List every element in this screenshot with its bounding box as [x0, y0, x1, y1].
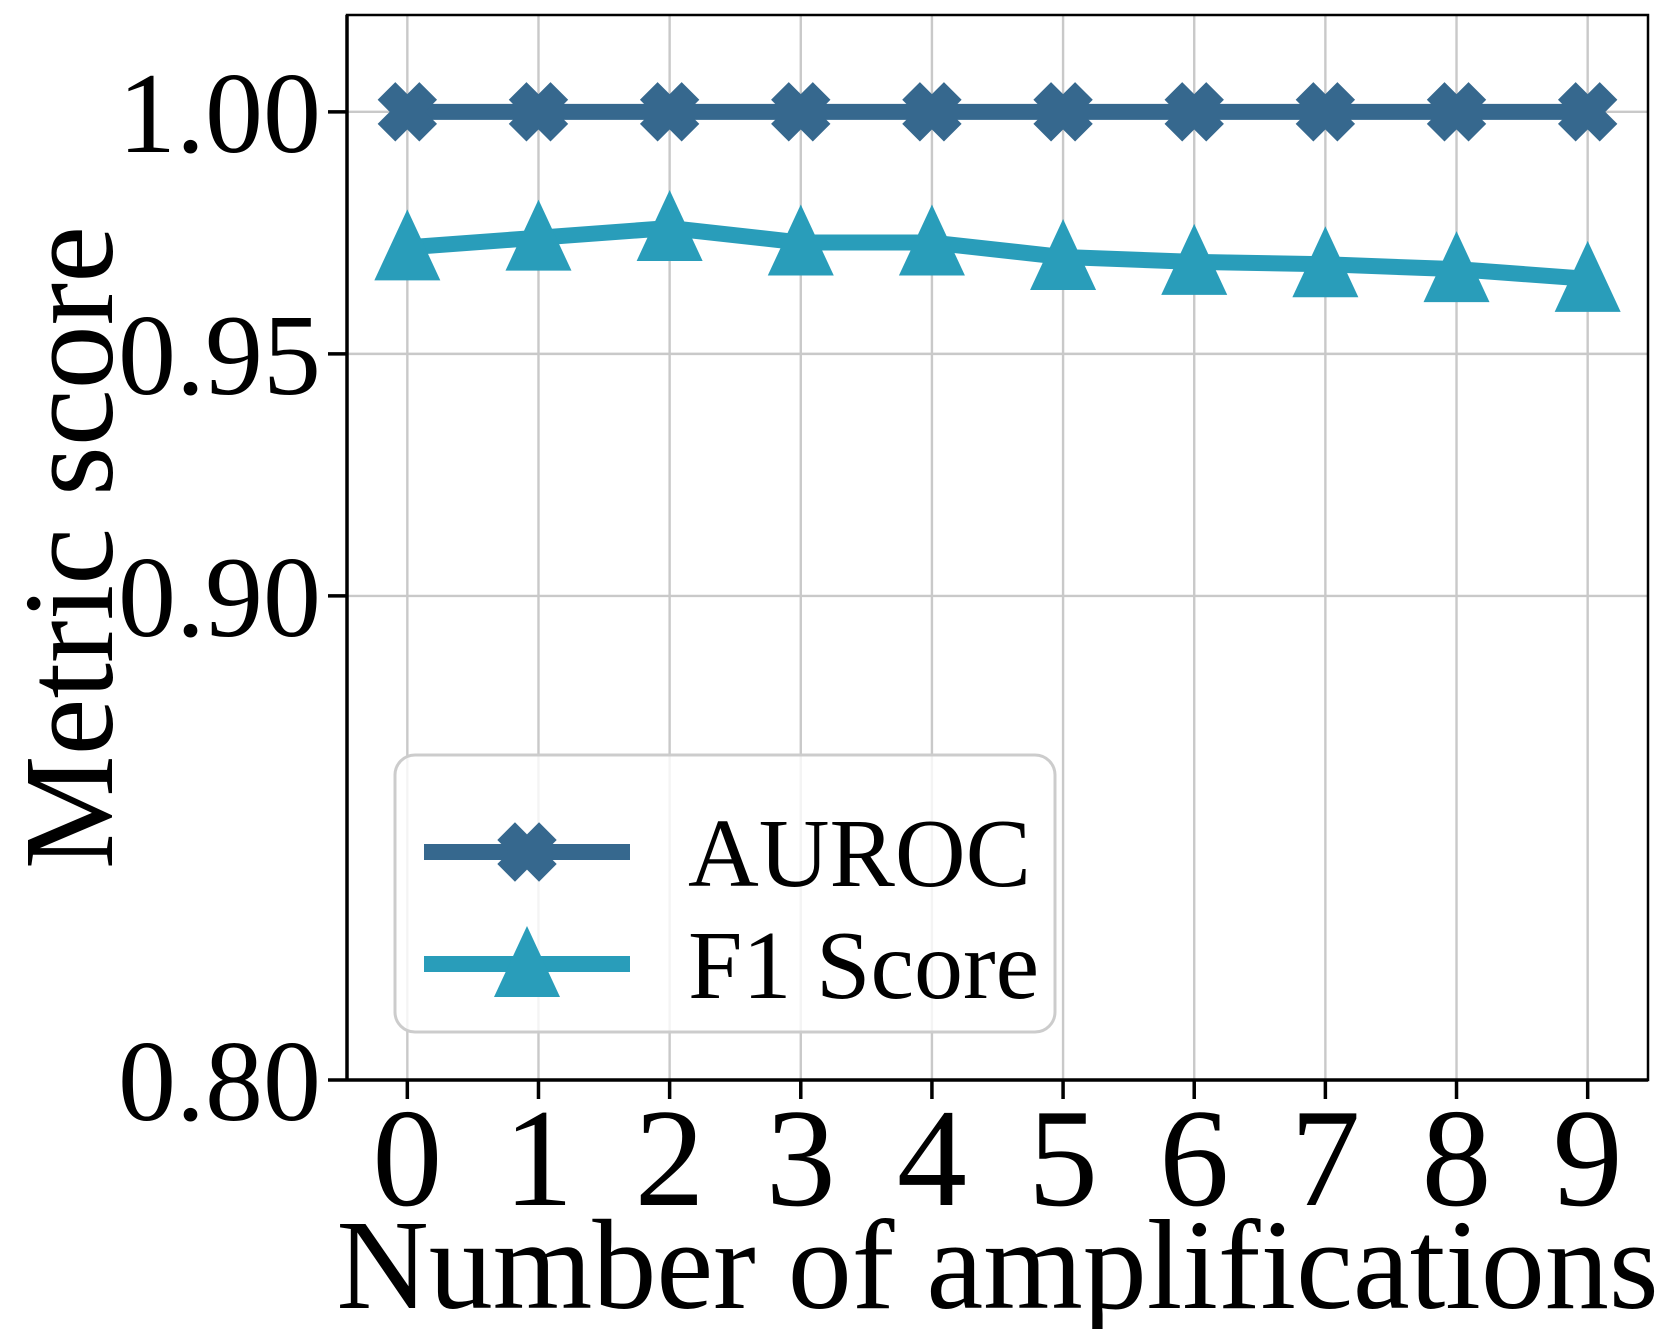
- auroc-marker-3: [771, 82, 831, 142]
- f1-score-line: [406, 220, 1589, 287]
- auroc-marker-4: [902, 82, 962, 142]
- legend-auroc-label: AUROC: [688, 800, 1031, 908]
- f1-score-marker-0: [374, 209, 441, 281]
- f1-score-marker-9: [1554, 240, 1621, 312]
- f1-score-marker-8: [1423, 231, 1490, 303]
- x-tick-label-0: 0: [372, 1081, 442, 1236]
- f1-score-marker-3: [767, 204, 834, 276]
- auroc-marker-9: [1557, 82, 1618, 142]
- auroc-marker-7: [1295, 82, 1356, 142]
- auroc-marker-1: [508, 82, 569, 142]
- auroc-marker-2: [639, 82, 700, 142]
- x-tick-label-5: 5: [1028, 1081, 1098, 1236]
- y-axis-label: Metric score: [0, 226, 140, 869]
- x-tick-label-8: 8: [1422, 1081, 1492, 1236]
- f1-score-marker-1: [505, 199, 572, 271]
- auroc-marker-5: [1033, 82, 1093, 142]
- legend-auroc-marker: [497, 822, 557, 882]
- x-tick-label-7: 7: [1290, 1081, 1360, 1236]
- auroc-marker-0: [377, 82, 438, 142]
- legend-f1-score-marker: [494, 926, 560, 997]
- f1-score-marker-6: [1161, 223, 1228, 295]
- f1-score-marker-2: [636, 190, 703, 261]
- x-tick-label-4: 4: [897, 1081, 967, 1236]
- y-tick-label-2: 0.95: [118, 292, 321, 420]
- x-tick-label-3: 3: [766, 1081, 836, 1236]
- auroc-marker-6: [1164, 82, 1224, 142]
- f1-score-marker-4: [898, 204, 965, 276]
- x-axis-label: Number of amplifications: [336, 1194, 1658, 1329]
- x-tick-label-6: 6: [1159, 1081, 1229, 1236]
- plot-spines: [345, 13, 1650, 1082]
- x-tick-label-9: 9: [1553, 1081, 1623, 1236]
- y-tick-label-1: 0.90: [118, 534, 321, 662]
- y-tick-label-0: 0.80: [118, 1018, 321, 1146]
- legend-f1-score-label: F1 Score: [688, 912, 1039, 1020]
- f1-score-marker-7: [1292, 226, 1359, 298]
- f1-score-marker-5: [1030, 219, 1097, 291]
- x-tick-label-2: 2: [635, 1081, 705, 1236]
- auroc-marker-8: [1426, 82, 1487, 142]
- x-tick-label-1: 1: [503, 1081, 573, 1236]
- series-f1-score: [374, 190, 1621, 312]
- y-tick-label-3: 1.00: [118, 50, 321, 178]
- series-auroc: [377, 82, 1618, 142]
- axis-ticks: 0 1 2 3 4 5 6 7 8 9 0.80 0.90 0.95 1.00: [118, 50, 1623, 1236]
